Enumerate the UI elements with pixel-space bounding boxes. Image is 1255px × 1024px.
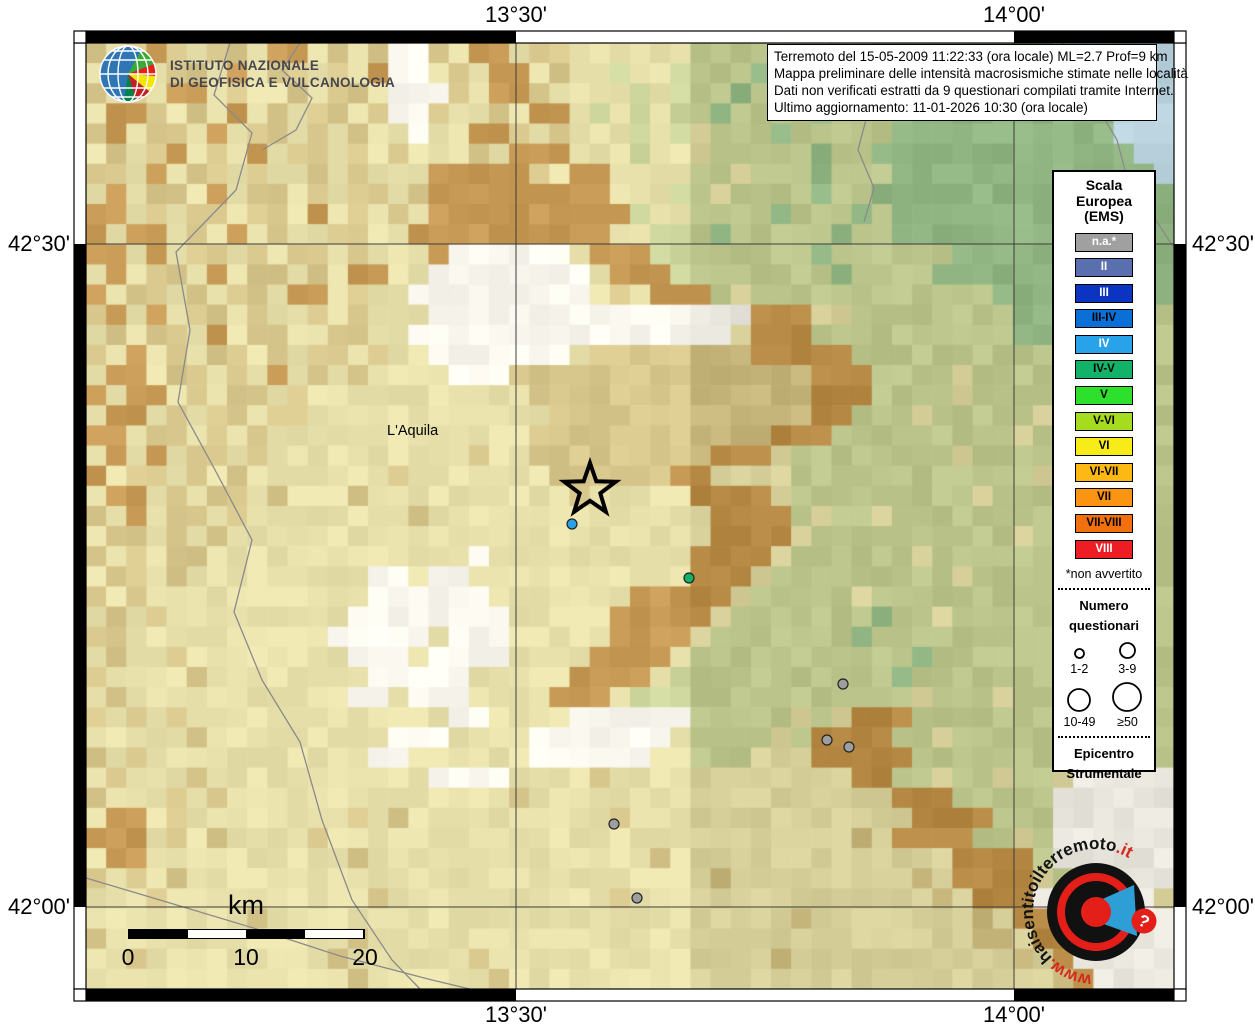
legend-panel: Scala Europea (EMS) n.a.* II III III-IV IV IV… (1052, 170, 1156, 781)
place-label-laquila: L'Aquila (387, 423, 439, 439)
frame-corner (73, 30, 87, 44)
questionnaire-size-item: 10-49 (1063, 686, 1096, 730)
legend-swatch-VII-VIII: VII-VIII (1075, 514, 1133, 534)
legend-swatch-VIII: VIII (1075, 539, 1133, 559)
frame-right-black (1174, 244, 1186, 907)
questionnaire-size-label: 3-9 (1118, 662, 1137, 677)
info-line-3: Dati non verificati estratti da 9 questi… (774, 83, 1174, 98)
frame-bottom-black (1014, 989, 1174, 1001)
terrain-map-canvas (86, 43, 1174, 989)
scalebar (128, 929, 365, 939)
questionnaire-sizes-row-2: 10-49 ≥50 (1056, 680, 1152, 729)
frame-top-black (1014, 31, 1174, 43)
legend-swatch-IV-V: IV-V (1075, 360, 1133, 380)
axis-label-right: 42°00' (1192, 894, 1254, 919)
legend-footnote: *non avvertito (1065, 567, 1143, 582)
info-line-2: Mappa preliminare delle intensità macros… (774, 66, 1188, 81)
ingv-line1: ISTITUTO NAZIONALE (170, 58, 320, 73)
scalebar-unit: km (228, 890, 264, 920)
questionnaire-sizes-row-1: 1-2 3-9 (1056, 640, 1152, 676)
frame-left-black (74, 244, 86, 907)
legend-swatch-VI-VII: VI-VII (1075, 462, 1133, 482)
intensity-scale-swatches: n.a.* II III III-IV IV IV-V V V-VI VI VI-VII VII VI… (1075, 232, 1133, 566)
epicenter-legend-title: Epicentro Strumentale (1066, 746, 1142, 782)
legend-swatch-V-VI: V-VI (1075, 411, 1133, 431)
ingv-line2: DI GEOFISICA E VULCANOLOGIA (170, 75, 396, 90)
questionnaire-size-label: 10-49 (1063, 715, 1096, 730)
frame-corner (1173, 30, 1187, 44)
ingv-wordmark: ISTITUTO NAZIONALE DI GEOFISICA E VULCAN… (170, 57, 395, 91)
frame-top (85, 30, 1175, 44)
axis-label-left: 42°30' (8, 231, 70, 256)
info-line-4: Ultimo aggiornamento: 11-01-2026 10:30 (… (774, 100, 1088, 115)
axis-label-right: 42°30' (1192, 231, 1254, 256)
questionnaire-circle-icon (1067, 688, 1092, 713)
ingv-logo: ISTITUTO NAZIONALE DI GEOFISICA E VULCAN… (98, 44, 395, 104)
scalebar-segment (187, 930, 247, 938)
scalebar-segment (305, 930, 364, 938)
legend-swatch-II: II (1075, 258, 1133, 278)
questionnaire-size-item: 1-2 (1070, 646, 1088, 676)
frame-corner (1173, 988, 1187, 1002)
axis-label-bottom: 14°00' (983, 1002, 1045, 1024)
frame-bottom-black (86, 989, 516, 1001)
frame-bottom (85, 988, 1175, 1002)
axis-label-left: 42°00' (8, 894, 70, 919)
legend-divider (1058, 736, 1150, 739)
questionnaire-size-label: 1-2 (1070, 662, 1089, 677)
legend-swatch-VI: VI (1075, 437, 1133, 457)
frame-left (73, 42, 87, 990)
legend-swatch-III-IV: III-IV (1075, 309, 1133, 329)
scalebar-tick-20: 20 (352, 944, 378, 970)
scalebar-tick-0: 0 (121, 944, 135, 970)
legend-divider (1058, 588, 1150, 591)
legend-swatch-III: III (1075, 283, 1133, 303)
legend-swatch-VII: VII (1075, 488, 1133, 508)
scalebar-tick-10: 10 (233, 944, 259, 970)
scalebar-segment (129, 930, 188, 938)
questionnaire-legend-title: Numero questionari (1068, 598, 1140, 634)
info-line-1: Terremoto del 15-05-2009 11:22:33 (ora l… (774, 49, 1168, 64)
frame-right (1173, 42, 1187, 990)
axis-label-top: 13°30' (485, 2, 547, 27)
scalebar-segment (246, 930, 306, 938)
frame-corner (73, 988, 87, 1002)
questionnaire-size-item: 3-9 (1117, 640, 1138, 676)
axis-label-top: 14°00' (983, 2, 1045, 27)
frame-top-black (86, 31, 516, 43)
legend-title: Scala Europea (EMS) (1075, 177, 1132, 224)
ingv-globe-icon (99, 45, 157, 103)
legend-swatch-na: n.a.* (1075, 232, 1133, 252)
questionnaire-circle-icon (1112, 682, 1143, 713)
questionnaire-size-item: ≥50 (1110, 680, 1144, 729)
questionnaire-circle-icon (1073, 648, 1085, 660)
legend-swatch-IV: IV (1075, 334, 1133, 354)
questionnaire-size-label: ≥50 (1117, 715, 1138, 730)
axis-label-bottom: 13°30' (485, 1002, 547, 1024)
questionnaire-circle-icon (1118, 642, 1136, 660)
legend-swatch-V: V (1075, 386, 1133, 406)
earthquake-info-box: Terremoto del 15-05-2009 11:22:33 (ora l… (767, 44, 1188, 121)
